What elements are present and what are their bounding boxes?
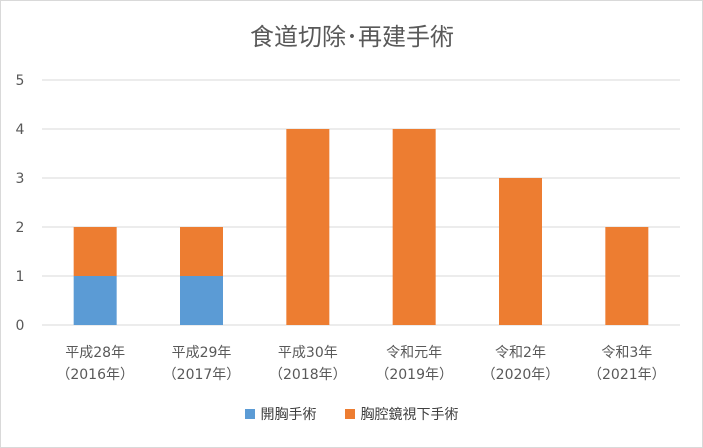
legend-swatch-thoracoscopic [344,409,355,419]
legend-label-thoracoscopic: 胸腔鏡視下手術 [360,407,459,423]
x-tick-label: 令和3年 [601,345,652,361]
y-tick-label: 4 [16,122,25,138]
x-tick-label: （2020年） [482,367,560,383]
bars [73,129,649,325]
gridlines [42,79,680,326]
y-tick-label: 0 [16,318,25,334]
bar-open-surgery [180,276,223,325]
x-axis-ticks: 平成28年 （2016年） 平成29年 （2017年） 平成30年 （2018年） 令和元年… [56,345,665,383]
legend-label-open: 開胸手術 [260,407,317,423]
legend-item-thoracoscopic: 胸腔鏡視下手術 [344,404,459,424]
x-tick-label: （2017年） [163,367,241,383]
chart-title: 食道切除･再建手術 [250,23,454,51]
bar-thoracoscopic-surgery [605,227,649,325]
legend: 開胸手術 胸腔鏡視下手術 [0,404,703,424]
bar-thoracoscopic-surgery [499,178,542,325]
bar-thoracoscopic-surgery [73,227,117,276]
bar-open-surgery [73,276,117,325]
x-tick-label: 平成28年 [65,345,125,361]
x-tick-label: （2018年） [269,367,347,383]
x-tick-label: （2019年） [375,367,453,383]
bar-thoracoscopic-surgery [286,129,330,325]
y-tick-label: 3 [16,171,25,187]
y-tick-label: 1 [16,269,25,285]
bar-thoracoscopic-surgery [180,227,223,276]
legend-item-open: 開胸手術 [244,404,317,424]
x-tick-label: 令和元年 [386,345,442,361]
x-tick-label: （2016年） [56,367,134,383]
x-tick-label: 平成30年 [278,345,338,361]
y-tick-label: 5 [16,73,25,89]
x-tick-label: （2021年） [588,367,666,383]
bar-thoracoscopic-surgery [392,129,436,325]
x-tick-label: 平成29年 [172,345,232,361]
legend-swatch-open [244,409,255,419]
x-tick-label: 令和2年 [495,345,546,361]
y-axis-ticks: 0 1 2 3 4 5 [16,73,25,334]
y-tick-label: 2 [16,220,25,236]
